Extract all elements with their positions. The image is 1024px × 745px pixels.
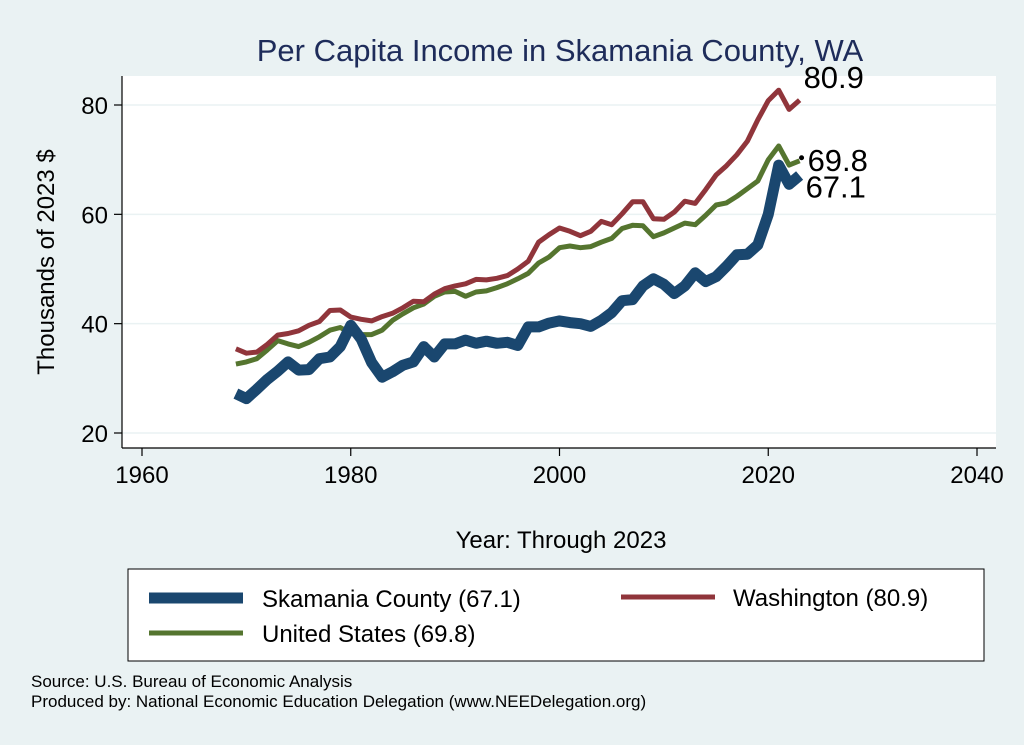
- legend: Skamania County (67.1) Washington (80.9)…: [127, 568, 985, 662]
- series-line-skamania: [233, 159, 804, 405]
- y-tick-label-20: 20: [81, 421, 108, 448]
- series-line-united-states: [235, 143, 801, 367]
- y-axis-label: Thousands of 2023 $: [33, 149, 60, 375]
- y-tick-label-80: 80: [81, 93, 108, 120]
- end-marker-united-states: [799, 155, 805, 161]
- source-note: Source: U.S. Bureau of Economic Analysis: [31, 672, 353, 691]
- series-line-washington: [234, 87, 802, 356]
- end-labels: 67.1 80.9 69.8: [799, 60, 868, 205]
- legend-label-skamania: Skamania County (67.1): [262, 586, 521, 613]
- y-tick-label-40: 40: [81, 312, 108, 339]
- y-tick-label-60: 60: [81, 202, 108, 229]
- produced-by-note: Produced by: National Economic Education…: [31, 692, 647, 711]
- x-axis-label: Year: Through 2023: [456, 527, 667, 554]
- x-tick-label-1980: 1980: [324, 462, 377, 489]
- legend-box: [127, 568, 985, 662]
- x-tick-label-2020: 2020: [742, 462, 795, 489]
- x-tick-label-2040: 2040: [950, 462, 1003, 489]
- legend-label-united-states: United States (69.8): [262, 621, 475, 648]
- end-label-washington: 80.9: [804, 60, 864, 95]
- series-lines: [233, 87, 804, 405]
- end-label-skamania: 67.1: [806, 170, 866, 205]
- end-label-united-states: 69.8: [808, 143, 868, 178]
- x-tick-label-1960: 1960: [115, 462, 168, 489]
- x-tick-label-2000: 2000: [533, 462, 586, 489]
- chart-title: Per Capita Income in Skamania County, WA: [257, 33, 864, 68]
- x-ticks: 1960 1980 2000 2020 2040: [115, 448, 1004, 489]
- y-ticks: 20 40 60 80: [81, 93, 122, 448]
- legend-label-washington: Washington (80.9): [733, 585, 928, 612]
